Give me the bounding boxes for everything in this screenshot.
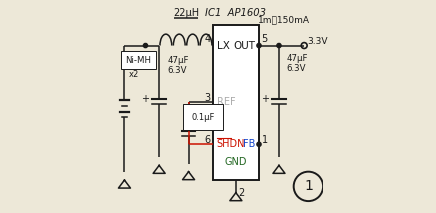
Text: 2: 2 xyxy=(238,189,244,199)
Text: 0.1µF: 0.1µF xyxy=(191,113,215,122)
Text: 6: 6 xyxy=(204,135,210,145)
Text: +: + xyxy=(261,94,269,104)
Text: REF: REF xyxy=(217,97,235,107)
Text: 3.3V: 3.3V xyxy=(307,37,328,46)
Text: LX: LX xyxy=(217,40,229,50)
Circle shape xyxy=(257,43,261,48)
FancyBboxPatch shape xyxy=(213,24,259,180)
Text: 6.3V: 6.3V xyxy=(286,64,306,73)
Text: Ni-MH: Ni-MH xyxy=(126,56,151,65)
Text: x2: x2 xyxy=(129,71,140,79)
Text: OUT: OUT xyxy=(233,40,255,50)
Text: 1: 1 xyxy=(262,135,268,145)
Text: 5: 5 xyxy=(262,34,268,44)
Text: GND: GND xyxy=(225,157,247,167)
Text: +: + xyxy=(141,94,149,104)
Text: FB: FB xyxy=(243,139,255,149)
Text: 1m～150mA: 1m～150mA xyxy=(258,16,310,24)
Circle shape xyxy=(143,43,147,48)
Text: SHDN: SHDN xyxy=(217,139,245,149)
Text: 47µF: 47µF xyxy=(167,56,189,65)
Text: 4: 4 xyxy=(204,34,210,44)
Text: 6.3V: 6.3V xyxy=(167,66,187,75)
Text: 1: 1 xyxy=(304,179,313,193)
Circle shape xyxy=(277,43,281,48)
Circle shape xyxy=(257,142,261,146)
Text: 47µF: 47µF xyxy=(286,54,308,63)
Text: 3: 3 xyxy=(204,93,210,103)
Text: IC1  AP1603: IC1 AP1603 xyxy=(205,8,266,18)
Text: 22µH: 22µH xyxy=(173,8,199,18)
